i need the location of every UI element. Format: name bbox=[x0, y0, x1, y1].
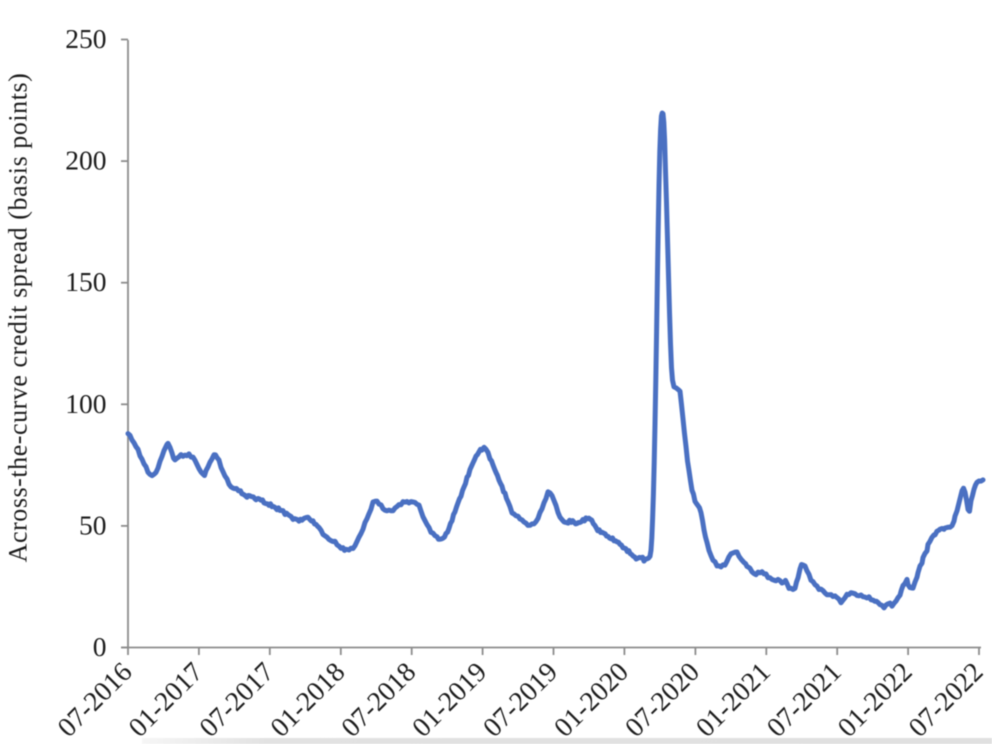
svg-text:100: 100 bbox=[65, 388, 106, 419]
svg-text:Across-the-curve credit spread: Across-the-curve credit spread (basis po… bbox=[4, 73, 33, 563]
svg-text:50: 50 bbox=[79, 509, 107, 540]
svg-text:150: 150 bbox=[65, 266, 106, 297]
svg-text:250: 250 bbox=[65, 23, 106, 54]
svg-text:200: 200 bbox=[65, 145, 106, 176]
svg-text:0: 0 bbox=[93, 631, 107, 662]
